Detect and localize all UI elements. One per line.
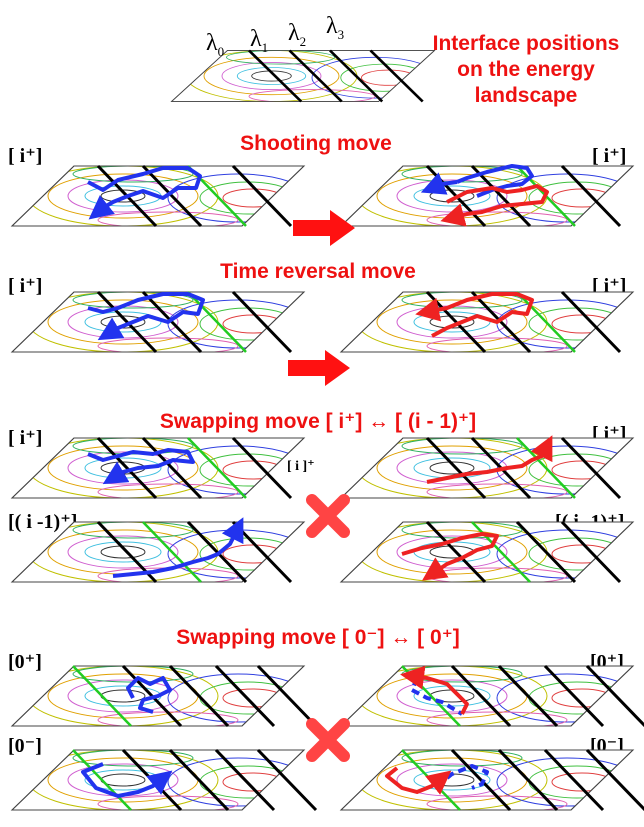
blue-path — [81, 762, 173, 798]
title-line-3: landscape — [475, 84, 578, 107]
landscape-swap-0-topleft — [12, 664, 318, 728]
landscape-swap-i-bottomleft — [12, 517, 308, 584]
landscape-swap-i-bottomright — [341, 520, 637, 584]
label-i-small: [ i ]⁺ — [287, 459, 315, 474]
shooting-move-title: Shooting move — [240, 132, 392, 155]
landscape-swap-i-topleft — [12, 436, 308, 500]
landscape-shoot-left — [12, 164, 308, 228]
label-i-plus: [ i⁺] — [592, 145, 626, 167]
title-line-1: Interface positions — [433, 32, 620, 55]
label-zero-minus: [0⁻] — [8, 735, 42, 757]
red-path — [426, 435, 553, 484]
label-i-minus-1-plus: [( i -1)⁺] — [8, 511, 77, 533]
red-path — [385, 766, 452, 795]
swap-0-title: Swapping move [ 0⁻] ↔ [ 0⁺] — [176, 626, 460, 649]
landscape-reverse-right — [341, 290, 637, 354]
label-i-plus: [ i⁺] — [8, 427, 42, 449]
lambda-0: λ0 — [206, 30, 224, 59]
right-arrow-icon — [293, 210, 355, 246]
landscape-swap-i-topright — [341, 435, 637, 500]
blue-path — [87, 448, 195, 485]
time-reversal-title: Time reversal move — [220, 260, 416, 283]
swap-i-title: Swapping move [ i⁺] ↔ [ (i - 1)⁺] — [160, 410, 476, 433]
red-path — [401, 532, 499, 581]
swap-cross-icon — [306, 494, 350, 538]
label-zero-plus: [0⁺] — [8, 651, 42, 673]
landscape-reverse-left — [12, 290, 308, 354]
blue-path — [87, 166, 202, 220]
red-path — [440, 184, 549, 227]
right-arrow-icon — [288, 350, 350, 386]
blue-path — [420, 172, 458, 195]
red-path — [415, 292, 534, 338]
lambda-3: λ3 — [326, 13, 344, 42]
lambda-1: λ1 — [250, 26, 268, 55]
red-path — [400, 665, 469, 715]
lambda-labels: λ0 λ1 λ2 λ3 — [206, 13, 344, 59]
label-i-plus: [ i⁺] — [8, 275, 42, 297]
swap-cross-icon — [306, 718, 350, 762]
blue-path — [87, 292, 205, 341]
title-line-2: on the energy — [457, 58, 595, 81]
label-i-plus: [ i⁺] — [8, 145, 42, 167]
landscape-swap-0-topright — [341, 664, 644, 728]
blue-path — [112, 517, 244, 578]
blue-path — [410, 677, 464, 716]
lambda-2: λ2 — [288, 20, 306, 49]
landscape-shoot-right — [341, 164, 637, 228]
landscape-top — [172, 49, 438, 104]
landscape-swap-0-bottomleft — [12, 748, 318, 812]
blue-path — [126, 676, 172, 714]
landscape-swap-0-bottomright — [341, 748, 644, 812]
